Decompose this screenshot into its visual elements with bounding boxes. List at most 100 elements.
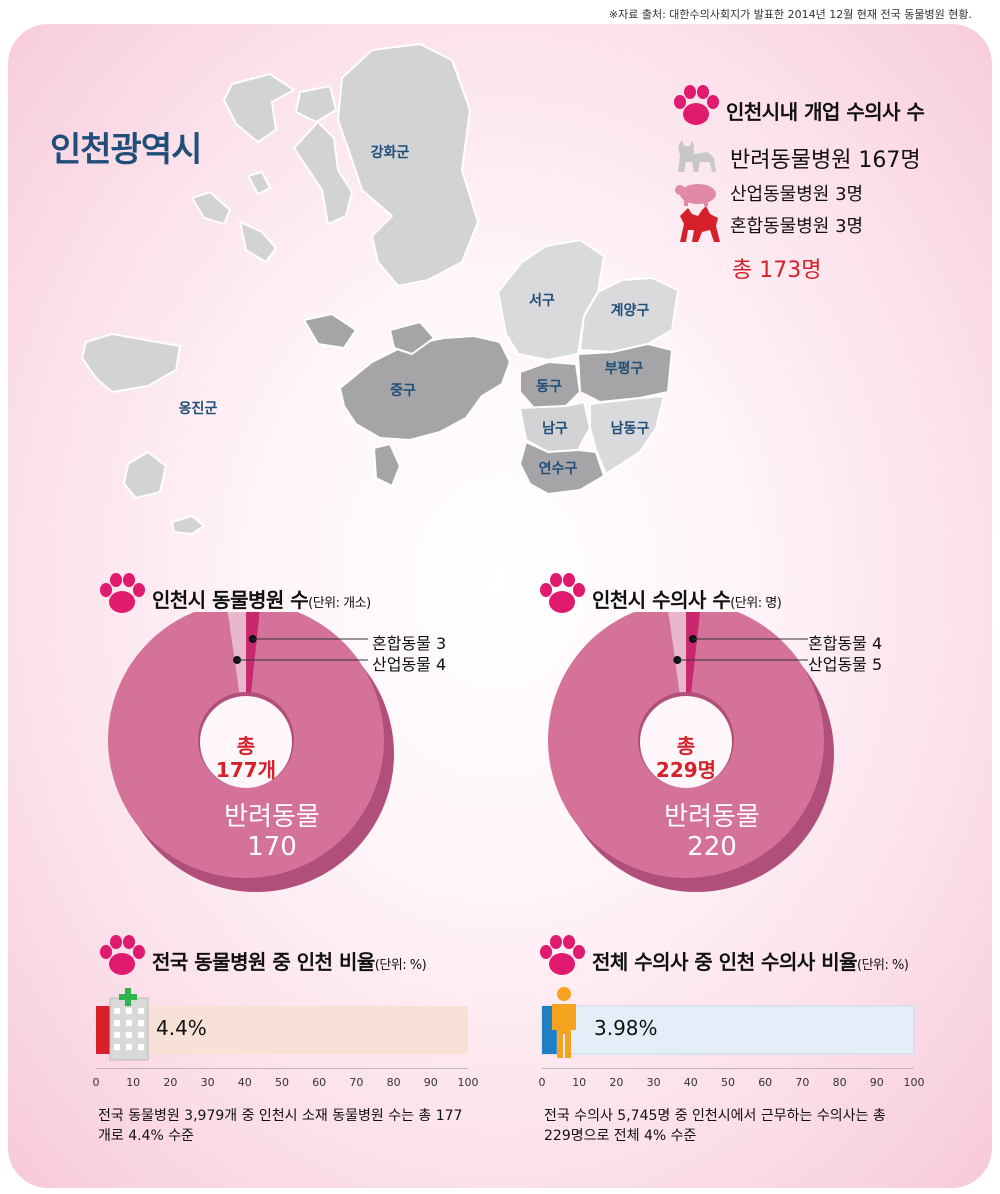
map-region-island-west1: [191, 191, 231, 225]
axis-tick-label: 20: [609, 1076, 624, 1089]
axis-tick-label: 50: [275, 1076, 289, 1089]
map-region-bupyeong: [577, 343, 673, 403]
bar1-chart: [96, 988, 468, 1061]
region-label-yeonsu: 연수구: [538, 461, 578, 477]
donut1-main-label: 반려동물 170: [224, 802, 320, 862]
map-region-ongjin-south: [123, 451, 167, 499]
axis-tick-label: 0: [538, 1076, 546, 1089]
bar2-description: 전국 수의사 5,745명 중 인천시에서 근무하는 수의사는 총 229명으로 …: [544, 1108, 886, 1144]
map-title: 인천광역시: [50, 130, 202, 170]
vets-line-companion: 반려동물병원 167명: [730, 148, 921, 173]
axis-tick-label: 30: [200, 1076, 215, 1089]
axis-tick-label: 40: [683, 1076, 698, 1089]
donut2-heading: 인천시 수의사 수(단위: 명): [592, 588, 782, 612]
donut1-legend-livestock: 산업동물 4: [372, 655, 447, 674]
hospital-icon: [109, 988, 149, 1061]
bar1-track: [96, 1006, 468, 1054]
axis-tick-label: 70: [795, 1076, 810, 1089]
region-label-ganghwa: 강화군: [370, 145, 410, 161]
donut-slice-livestock: [227, 612, 246, 693]
donut-leader-dot-livestock: [673, 656, 682, 664]
donut-slice-mixed: [246, 612, 260, 693]
axis-tick-label: 20: [163, 1076, 178, 1089]
region-label-namdong: 남동구: [610, 421, 650, 437]
region-label-jung: 중구: [390, 383, 416, 399]
incheon-map: [81, 43, 679, 535]
region-label-seo: 서구: [529, 293, 555, 309]
donut1-heading: 인천시 동물병원 수(단위: 개소): [152, 588, 371, 612]
region-label-nam: 남구: [542, 421, 568, 437]
cat-icon: [678, 140, 716, 172]
axis-tick-label: 10: [572, 1076, 587, 1089]
bar1-axis: [96, 1068, 468, 1069]
map-region-gyeyang: [579, 277, 679, 353]
paw-icon: [540, 573, 585, 613]
person-icon: [552, 987, 576, 1058]
axis-tick-label: 60: [312, 1076, 327, 1089]
donut-slice-livestock: [668, 612, 686, 693]
axis-tick-label: 80: [832, 1076, 847, 1089]
axis-tick-label: 80: [386, 1076, 401, 1089]
map-region-ganghwa: [337, 43, 479, 287]
donut1-legend-mixed: 혼합동물 3: [372, 634, 447, 653]
region-label-gyeyang: 계양구: [610, 303, 650, 319]
bar1-heading: 전국 동물병원 중 인천 비율(단위: %): [152, 950, 427, 974]
map-region-namdong: [589, 395, 665, 475]
paw-icon: [540, 935, 585, 975]
donut-slice-companion: [548, 612, 824, 878]
map-region-gyodong: [295, 85, 337, 123]
axis-tick-label: 70: [349, 1076, 364, 1089]
vets-total: 총 173명: [732, 258, 822, 283]
map-region-yeonsu: [519, 441, 605, 495]
donut-hole: [640, 696, 732, 788]
map-region-ongjin-small: [171, 515, 205, 535]
axis-tick-label: 100: [457, 1076, 479, 1089]
paw-icon: [674, 85, 719, 125]
donut2-legend-mixed: 혼합동물 4: [808, 634, 883, 653]
donut2-main-label: 반려동물 220: [664, 802, 760, 862]
bar2-track: [541, 1005, 915, 1055]
region-label-dong: 동구: [536, 379, 562, 395]
map-region-jung: [339, 335, 511, 441]
vets-line-mixed: 혼합동물병원 3명: [730, 216, 864, 237]
donut1-chart: [108, 612, 394, 892]
map-region-jung-islet2: [389, 321, 435, 355]
axis-tick-label: 60: [758, 1076, 773, 1089]
axis-tick-label: 0: [92, 1076, 100, 1089]
axis-tick-label: 10: [126, 1076, 141, 1089]
donut2-legend-livestock: 산업동물 5: [808, 655, 883, 674]
donut-hole: [200, 696, 292, 788]
donut-slice-mixed: [686, 612, 701, 693]
axis-tick-label: 90: [869, 1076, 884, 1089]
map-region-jung-islet3: [373, 443, 401, 487]
vets-line-livestock: 산업동물병원 3명: [730, 184, 864, 205]
map-region-dong: [519, 361, 581, 409]
bar2-axis: [542, 1068, 914, 1069]
pig-icon: [675, 184, 716, 206]
map-region-island-west3: [247, 171, 271, 195]
map-region-island-strip: [293, 121, 353, 225]
paw-icon: [100, 935, 145, 975]
region-label-ongjin: 옹진군: [178, 401, 218, 417]
axis-tick-label: 30: [646, 1076, 661, 1089]
donut-leader-dot-mixed: [688, 635, 697, 643]
source-note: ※자료 출처: 대한수의사회지가 발표한 2014년 12월 현재 전국 동물병…: [608, 8, 972, 21]
bar1-value-label: 4.4%: [156, 1016, 207, 1040]
map-region-jung-islet1: [303, 313, 357, 349]
donut-slice-companion: [108, 612, 384, 878]
region-label-bupyeong: 부평구: [604, 361, 644, 377]
map-region-ongjin-main: [81, 333, 181, 393]
axis-tick-label: 40: [237, 1076, 252, 1089]
bar1-fill: [96, 1006, 113, 1054]
bar2-heading: 전체 수의사 중 인천 수의사 비율(단위: %): [592, 950, 909, 974]
donut2-total: 총 229명: [655, 734, 717, 782]
axis-tick-label: 100: [903, 1076, 925, 1089]
paw-icon: [100, 573, 145, 613]
infographic-panel: [8, 24, 992, 1188]
map-region-island-west2: [239, 221, 277, 263]
map-region-island-north: [223, 73, 295, 143]
vets-heading: 인천시내 개업 수의사 수: [726, 100, 925, 124]
bar2-value-label: 3.98%: [594, 1016, 658, 1040]
bar2-chart: [541, 987, 915, 1058]
donut2-chart: [548, 612, 834, 892]
